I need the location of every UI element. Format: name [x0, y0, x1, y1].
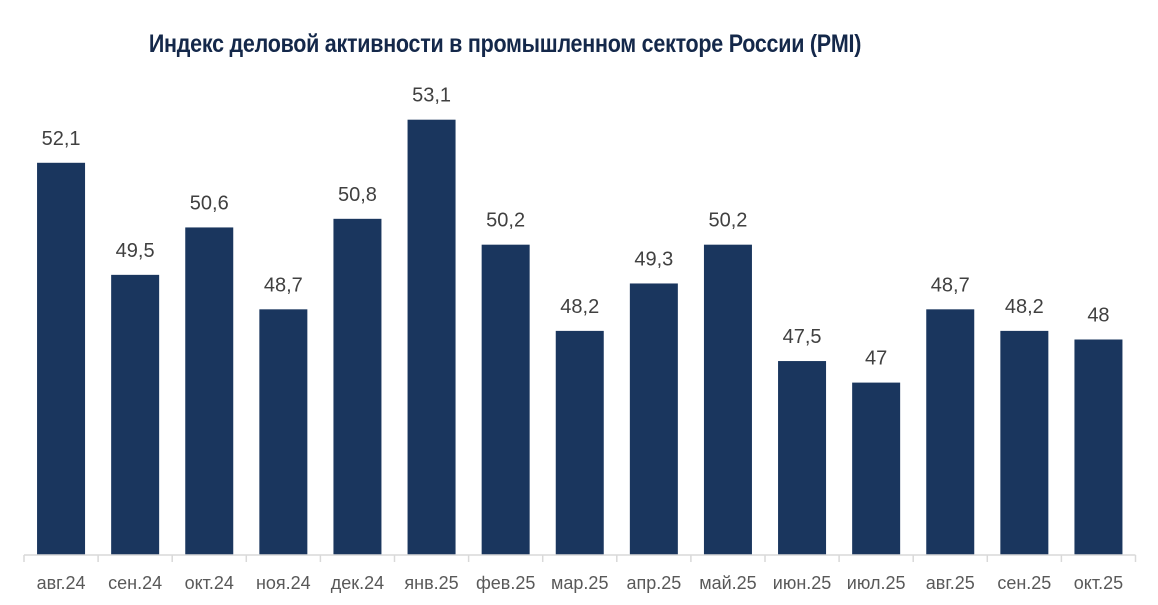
data-label: 49,3	[634, 248, 673, 270]
bar-авг.25	[926, 309, 975, 555]
x-tick-label: мар.25	[551, 573, 608, 593]
x-tick-label: авг.25	[926, 573, 975, 593]
bar-июн.25	[778, 361, 827, 555]
bar-ноя.24	[259, 309, 308, 555]
bar-фев.25	[481, 244, 530, 555]
x-tick-label: май.25	[699, 573, 756, 593]
x-tick-label: дек.24	[331, 573, 384, 593]
x-tick-label: июл.25	[847, 573, 906, 593]
x-tick-label: авг.24	[37, 573, 86, 593]
data-label: 52,1	[42, 128, 81, 150]
bar-янв.25	[407, 119, 456, 555]
data-label: 48,2	[1005, 296, 1044, 318]
x-tick-label: апр.25	[626, 573, 681, 593]
data-label: 50,2	[708, 210, 747, 232]
bar-окт.25	[1074, 339, 1123, 555]
data-label: 48,7	[264, 274, 303, 296]
data-label: 48,7	[931, 274, 970, 296]
data-label: 48	[1087, 305, 1109, 327]
bar-авг.24	[37, 162, 86, 556]
data-label: 47	[865, 348, 887, 370]
data-label: 49,5	[116, 240, 155, 262]
bar-сен.25	[1000, 330, 1049, 555]
bar-июл.25	[852, 382, 901, 555]
x-tick-label: сен.24	[108, 573, 162, 593]
x-tick-label: окт.24	[185, 573, 234, 593]
data-label: 50,2	[486, 210, 525, 232]
bar-апр.25	[629, 283, 678, 555]
data-label: 50,6	[190, 192, 229, 214]
x-tick-label: окт.25	[1074, 573, 1123, 593]
bar-сен.24	[111, 274, 160, 555]
x-tick-label: янв.25	[404, 573, 458, 593]
data-label: 47,5	[783, 326, 822, 348]
data-label: 48,2	[560, 296, 599, 318]
data-label: 50,8	[338, 184, 377, 206]
x-tick-label: фев.25	[476, 573, 535, 593]
bar-окт.24	[185, 227, 234, 555]
bar-мар.25	[555, 330, 604, 555]
x-tick-label: июн.25	[773, 573, 832, 593]
bar-дек.24	[333, 218, 382, 555]
x-tick-label: сен.25	[997, 573, 1051, 593]
x-tick-label: ноя.24	[256, 573, 311, 593]
data-label: 53,1	[412, 85, 451, 107]
chart-title: Индекс деловой активности в промышленном…	[148, 30, 862, 58]
bar-май.25	[703, 244, 752, 555]
